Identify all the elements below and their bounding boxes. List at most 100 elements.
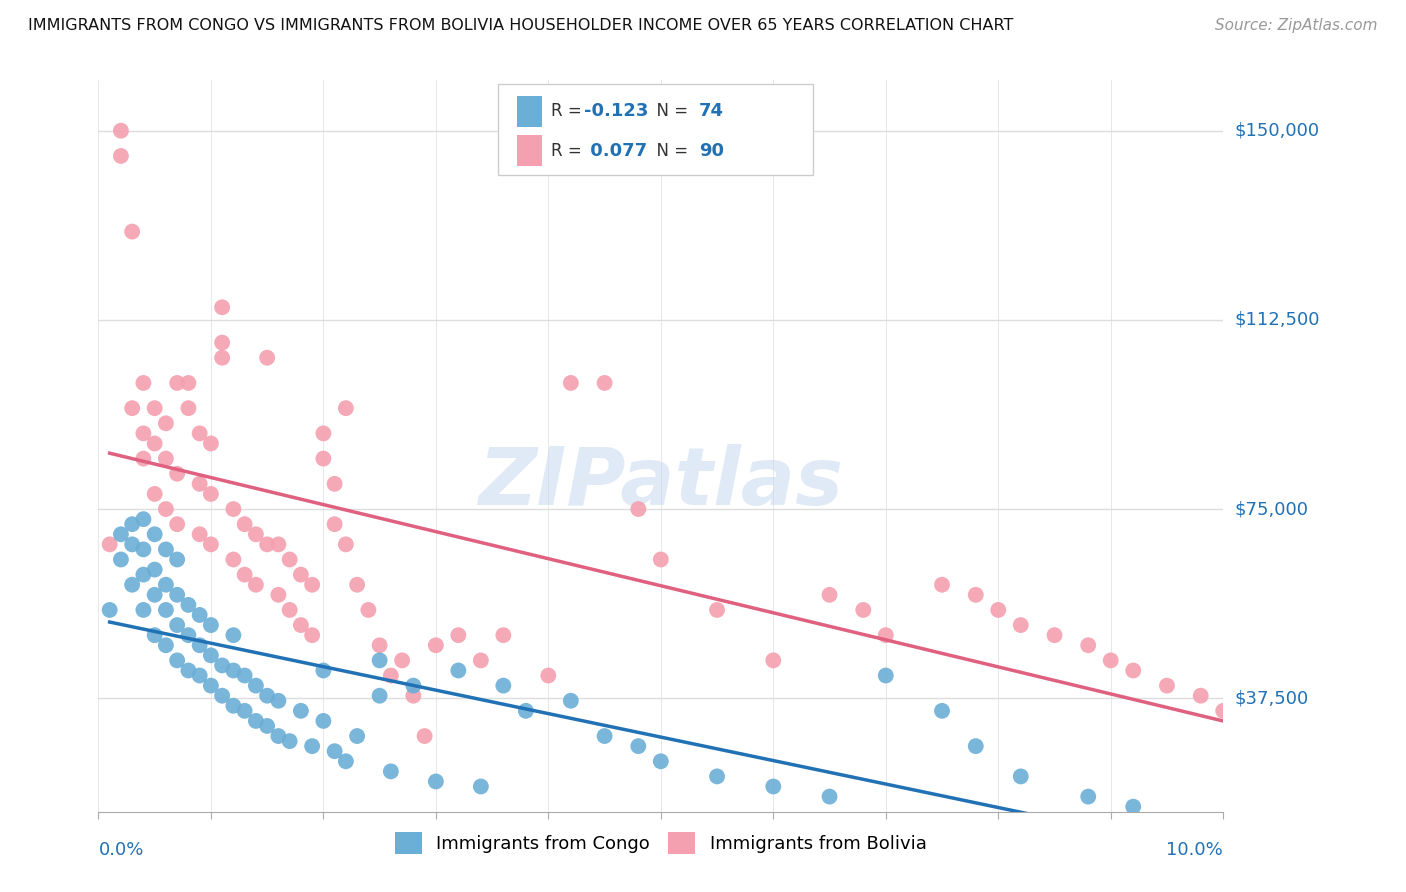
Point (166, 517, 188, 532)
Point (627, 502, 650, 516)
Point (1381, 769, 1403, 783)
Point (200, 436, 222, 450)
Point (537, 668, 560, 682)
Point (177, 598, 200, 612)
Point (245, 527, 267, 541)
Point (222, 552, 245, 566)
Point (132, 451, 155, 466)
Text: ZIPatlas: ZIPatlas (478, 443, 844, 522)
Point (245, 679, 267, 693)
Text: 74: 74 (699, 103, 724, 120)
Point (267, 537, 290, 551)
Point (188, 426, 211, 441)
Point (312, 451, 335, 466)
Point (762, 780, 785, 794)
Point (188, 476, 211, 491)
Point (335, 537, 357, 551)
Text: $75,000: $75,000 (1234, 500, 1309, 518)
Point (177, 401, 200, 416)
Point (245, 714, 267, 728)
Point (301, 628, 323, 642)
Point (155, 451, 177, 466)
Point (155, 502, 177, 516)
Point (312, 714, 335, 728)
Point (98, 603, 121, 617)
Point (447, 664, 470, 678)
Point (188, 668, 211, 682)
Point (875, 628, 897, 642)
Bar (517, 95, 541, 127)
Point (368, 653, 391, 667)
Text: R =: R = (551, 103, 586, 120)
Point (121, 578, 143, 592)
Point (222, 698, 245, 713)
Point (1156, 679, 1178, 693)
Point (706, 603, 728, 617)
Point (132, 567, 155, 582)
Text: N =: N = (647, 142, 693, 160)
Point (155, 638, 177, 652)
Point (256, 351, 278, 365)
Point (380, 764, 402, 779)
Point (211, 689, 233, 703)
Point (875, 668, 897, 682)
Point (335, 754, 357, 768)
Point (965, 588, 987, 602)
Text: 0.077: 0.077 (585, 142, 647, 160)
Point (267, 694, 290, 708)
Point (211, 351, 233, 365)
Point (515, 704, 537, 718)
Point (200, 679, 222, 693)
Point (492, 679, 515, 693)
Point (155, 417, 177, 431)
Point (132, 603, 155, 617)
Point (256, 537, 278, 551)
Point (312, 426, 335, 441)
Point (1122, 664, 1144, 678)
Text: -0.123: -0.123 (585, 103, 648, 120)
Point (987, 603, 1010, 617)
Point (290, 618, 312, 632)
Point (762, 653, 785, 667)
Point (233, 704, 256, 718)
Text: 0.0%: 0.0% (98, 841, 143, 859)
Point (233, 668, 256, 682)
Point (1010, 769, 1032, 783)
Point (110, 149, 132, 163)
Point (1043, 628, 1066, 642)
Point (278, 552, 301, 566)
Point (1099, 653, 1122, 667)
Point (166, 618, 188, 632)
Point (1122, 799, 1144, 814)
Point (492, 628, 515, 642)
Point (98, 537, 121, 551)
Point (290, 704, 312, 718)
Point (278, 603, 301, 617)
Point (143, 401, 166, 416)
Point (627, 739, 650, 753)
Point (222, 502, 245, 516)
Point (188, 638, 211, 652)
Point (188, 607, 211, 622)
Point (346, 578, 368, 592)
Point (177, 628, 200, 642)
Point (121, 537, 143, 551)
Point (650, 552, 672, 566)
Point (323, 476, 346, 491)
Point (200, 618, 222, 632)
Text: N =: N = (647, 103, 693, 120)
Point (706, 769, 728, 783)
Point (852, 603, 875, 617)
Point (1077, 789, 1099, 804)
Point (132, 376, 155, 390)
FancyBboxPatch shape (498, 84, 813, 176)
Text: 10.0%: 10.0% (1167, 841, 1223, 859)
Point (931, 704, 953, 718)
Point (301, 739, 323, 753)
Point (143, 436, 166, 450)
Point (233, 517, 256, 532)
Point (132, 542, 155, 557)
Text: $112,500: $112,500 (1234, 311, 1320, 329)
Point (447, 628, 470, 642)
Point (413, 729, 436, 743)
